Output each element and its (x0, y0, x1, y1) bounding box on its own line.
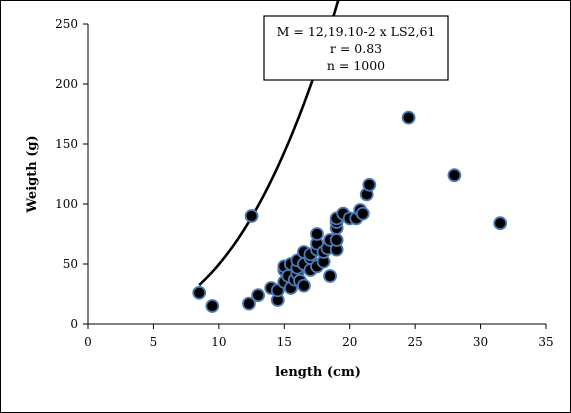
data-point (297, 278, 311, 293)
x-tick-label: 0 (84, 335, 92, 349)
annotation-r: r = 0.83 (330, 41, 382, 56)
y-tick-label: 50 (63, 257, 78, 271)
y-axis-title: Weigth (g) (25, 135, 40, 213)
y-tick-label: 250 (55, 17, 78, 31)
annotation-n: n = 1000 (327, 58, 385, 73)
y-axis-ticks: 0 50 100 150 200 250 (55, 17, 88, 331)
annotation-box: M = 12,19.10-2 x LS2,61 r = 0.83 n = 100… (263, 15, 449, 81)
y-tick-label: 0 (70, 317, 78, 331)
axes (87, 24, 546, 325)
data-point (323, 269, 337, 283)
data-point (205, 299, 220, 313)
x-tick-label: 15 (277, 335, 292, 349)
data-point (329, 233, 344, 247)
x-tick-label: 5 (150, 335, 158, 349)
x-tick-label: 35 (538, 335, 553, 349)
y-tick-label: 150 (55, 137, 78, 151)
data-point (362, 177, 377, 192)
x-tick-label: 30 (473, 335, 488, 349)
x-tick-label: 10 (211, 335, 226, 349)
data-point (192, 285, 207, 300)
data-points (192, 110, 508, 313)
annotation-equation: M = 12,19.10-2 x LS2,61 (277, 24, 436, 39)
x-axis-title: length (cm) (275, 365, 361, 380)
data-point (401, 110, 416, 125)
data-point (242, 296, 256, 311)
data-point (251, 288, 266, 303)
data-point (493, 216, 508, 231)
x-axis-ticks: 0 5 10 15 20 25 30 35 (84, 324, 554, 349)
data-point (310, 227, 324, 241)
x-tick-label: 25 (408, 335, 423, 349)
data-point (244, 209, 259, 223)
y-tick-label: 100 (55, 197, 78, 211)
data-point (355, 206, 370, 221)
data-point (447, 168, 462, 183)
x-tick-label: 20 (342, 335, 357, 349)
annotation-frame (263, 15, 449, 81)
y-tick-label: 200 (55, 77, 78, 91)
